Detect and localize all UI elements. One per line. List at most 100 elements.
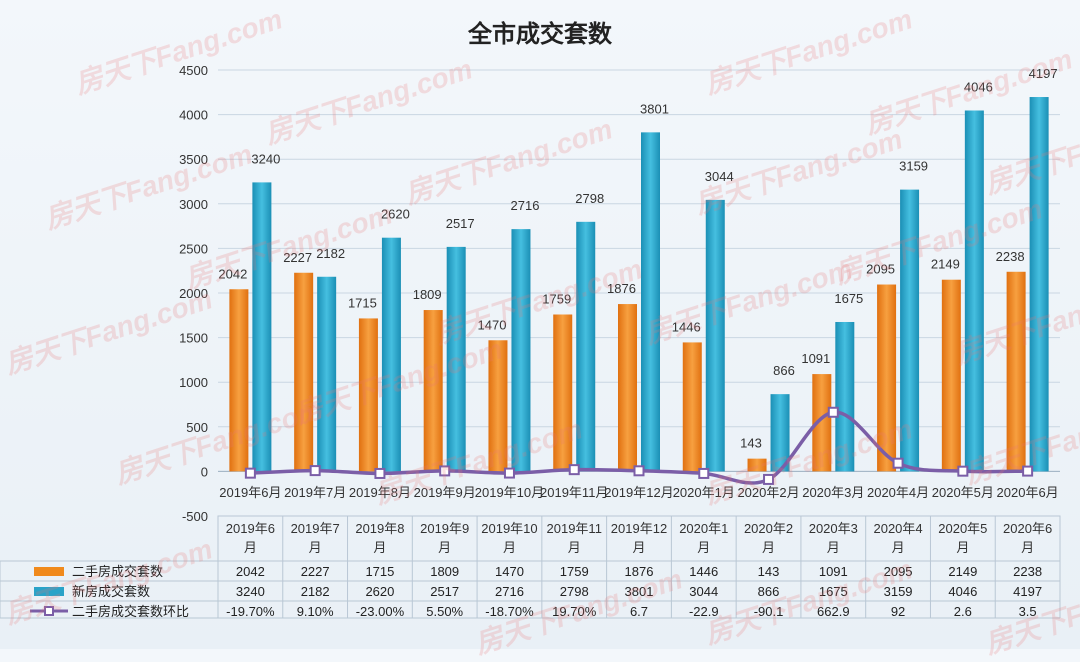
table-header: 月 — [892, 540, 905, 555]
bar-newhouse — [511, 229, 531, 472]
table-cell: 2227 — [301, 564, 330, 579]
data-label-secondhand: 1809 — [413, 287, 442, 302]
line-point — [1022, 465, 1034, 477]
legend-label: 新房成交套数 — [72, 584, 150, 600]
table-cell: 2620 — [365, 584, 394, 599]
table-header: 2019年6 — [226, 521, 275, 536]
data-label-newhouse: 3044 — [705, 169, 734, 184]
line-point — [244, 467, 256, 479]
bar-newhouse — [576, 221, 596, 472]
table-header: 2019年7 — [291, 521, 340, 536]
table-header: 2019年12 — [611, 521, 667, 536]
bar-newhouse — [381, 237, 401, 472]
y-tick-label: 3500 — [179, 152, 208, 167]
table-header: 2020年5 — [938, 521, 987, 536]
line-point — [568, 464, 580, 476]
bar-secondhand — [877, 284, 897, 472]
bar-secondhand — [358, 318, 378, 472]
table-cell: 866 — [758, 584, 780, 599]
table-cell: 9.10% — [297, 604, 334, 619]
bar-secondhand — [488, 340, 508, 472]
y-tick-label: 500 — [186, 420, 208, 435]
table-cell: 2042 — [236, 564, 265, 579]
data-label-secondhand: 2227 — [283, 250, 312, 265]
legend-label: 二手房成交套数 — [72, 564, 163, 580]
legend-key-ratio-marker — [44, 606, 54, 616]
table-header: 月 — [244, 540, 257, 555]
table-cell: 1715 — [365, 564, 394, 579]
bar-newhouse — [1029, 97, 1049, 472]
line-point — [763, 473, 775, 485]
bar-newhouse — [900, 189, 920, 472]
data-label-newhouse: 2716 — [511, 198, 540, 213]
table-cell: 1470 — [495, 564, 524, 579]
line-point — [957, 465, 969, 477]
x-tick-label: 2020年1月 — [673, 485, 735, 500]
data-label-secondhand: 1446 — [672, 319, 701, 334]
x-tick-label: 2020年5月 — [932, 485, 994, 500]
bar-secondhand — [553, 314, 573, 472]
table-cell: -19.70% — [226, 604, 275, 619]
data-label-secondhand: 1470 — [478, 317, 507, 332]
table-cell: 3044 — [689, 584, 718, 599]
y-tick-label: 1000 — [179, 375, 208, 390]
table-header: 月 — [438, 540, 451, 555]
table-cell: -18.70% — [485, 604, 534, 619]
data-label-secondhand: 2149 — [931, 257, 960, 272]
data-label-newhouse: 2182 — [316, 246, 345, 261]
x-tick-label: 2019年6月 — [219, 485, 281, 500]
table-cell: 3801 — [625, 584, 654, 599]
x-tick-label: 2020年3月 — [802, 485, 864, 500]
table-cell: 2238 — [1013, 564, 1042, 579]
table-header: 2019年11 — [547, 521, 602, 536]
table-cell: 2095 — [884, 564, 913, 579]
chart-title: 全市成交套数 — [468, 19, 612, 48]
table-cell: 3240 — [236, 584, 265, 599]
x-tick-label: 2020年4月 — [867, 485, 929, 500]
y-tick-label: 3000 — [179, 197, 208, 212]
data-label-secondhand: 2042 — [218, 266, 247, 281]
table-cell: 4197 — [1013, 584, 1042, 599]
y-tick-label: 1500 — [179, 331, 208, 346]
table-cell: 6.7 — [630, 604, 648, 619]
table-cell: 4046 — [948, 584, 977, 599]
line-point — [439, 465, 451, 477]
x-tick-label: 2019年12月 — [604, 485, 673, 500]
table-cell: 5.50% — [426, 604, 463, 619]
bar-newhouse — [705, 199, 725, 472]
x-tick-label: 2019年8月 — [349, 485, 411, 500]
bar-secondhand — [229, 289, 249, 472]
table-header: 2020年4 — [873, 521, 922, 536]
legend-label: 二手房成交套数环比 — [72, 604, 189, 620]
x-tick-label: 2019年10月 — [475, 485, 544, 500]
line-point — [698, 467, 710, 479]
table-cell: 19.70% — [552, 604, 597, 619]
bar-secondhand — [682, 342, 702, 472]
x-tick-label: 2020年6月 — [997, 485, 1059, 500]
table-cell: 3.5 — [1019, 604, 1037, 619]
data-label-secondhand: 1876 — [607, 281, 636, 296]
x-tick-label: 2019年9月 — [414, 485, 476, 500]
data-label-secondhand: 143 — [740, 436, 762, 451]
table-cell: 2182 — [301, 584, 330, 599]
y-tick-label: 0 — [201, 464, 208, 479]
y-tick-label: 4500 — [179, 63, 208, 78]
y-tick-label: -500 — [182, 509, 208, 524]
data-label-secondhand: 1759 — [542, 291, 571, 306]
bar-newhouse — [317, 276, 337, 472]
table-cell: 2149 — [948, 564, 977, 579]
table-cell: -22.9 — [689, 604, 719, 619]
data-label-newhouse: 4197 — [1029, 66, 1058, 81]
data-label-secondhand: 1715 — [348, 295, 377, 310]
table-header: 月 — [503, 540, 516, 555]
bar-secondhand — [941, 279, 961, 472]
bar-secondhand — [294, 272, 314, 472]
line-point — [827, 406, 839, 418]
table-cell: 2.6 — [954, 604, 972, 619]
table-cell: 143 — [758, 564, 780, 579]
legend-key-secondhand — [34, 567, 64, 576]
data-label-secondhand: 2095 — [866, 262, 895, 277]
table-cell: 1446 — [689, 564, 718, 579]
legend-key-newhouse — [34, 587, 64, 596]
data-label-newhouse: 3159 — [899, 159, 928, 174]
